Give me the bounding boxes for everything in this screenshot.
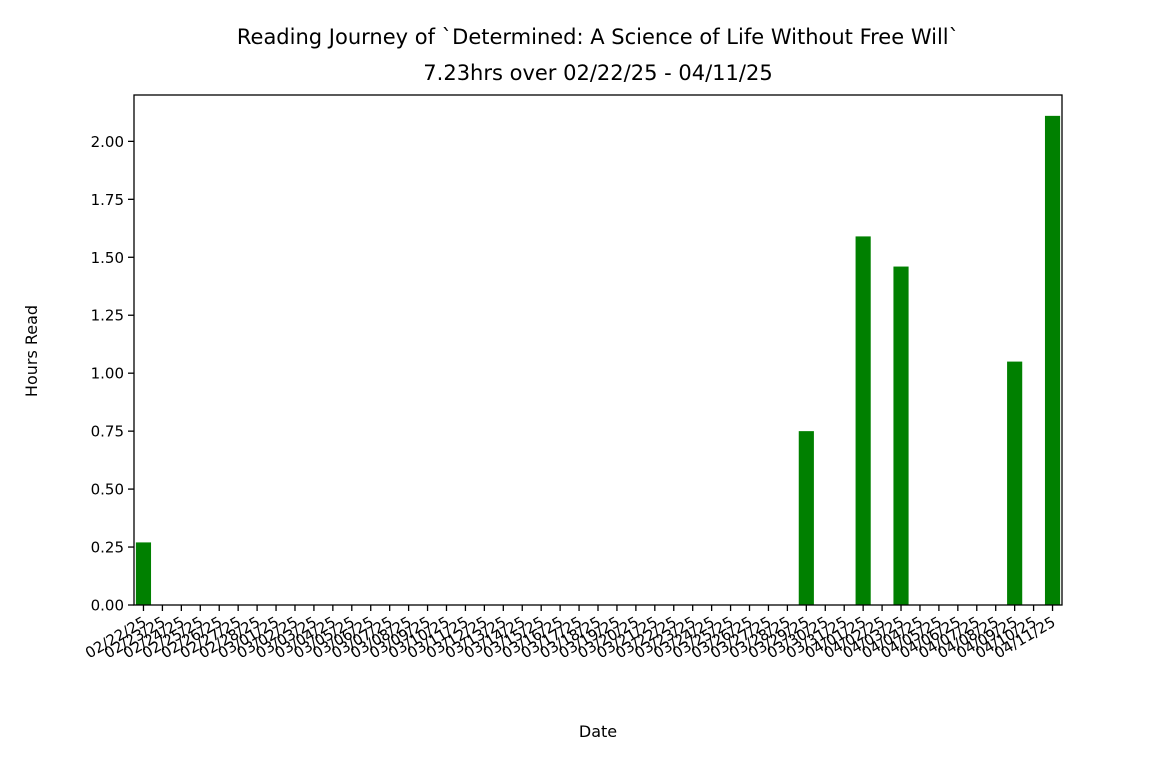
x-axis: 02/22/2502/23/2502/24/2502/25/2502/26/25… bbox=[82, 605, 1059, 662]
y-tick-label: 0.75 bbox=[91, 423, 124, 441]
y-axis: 0.00 0.25 0.50 0.75 1.00 1.25 1.50 1.75 2.00 bbox=[91, 133, 134, 615]
y-axis-label: Hours Read bbox=[22, 305, 41, 397]
bar-04-03-25 bbox=[893, 266, 909, 605]
plot-frame bbox=[133, 94, 1063, 606]
y-tick-label: 2.00 bbox=[91, 133, 124, 151]
y-tick-label: 0.25 bbox=[91, 539, 124, 557]
y-tick-label: 0.00 bbox=[91, 597, 124, 615]
bar-04-01-25 bbox=[855, 236, 871, 605]
chart-title: Reading Journey of `Determined: A Scienc… bbox=[237, 25, 959, 49]
bar-03-29-25 bbox=[798, 431, 814, 605]
y-tick-label: 1.50 bbox=[91, 249, 124, 267]
y-tick-label: 0.50 bbox=[91, 481, 124, 499]
bar-02-22-25 bbox=[135, 542, 152, 605]
bars-layer bbox=[135, 115, 1061, 606]
y-tick-label: 1.75 bbox=[91, 191, 124, 209]
bar-04-09-25 bbox=[1007, 361, 1023, 605]
x-axis-label: Date bbox=[579, 722, 617, 741]
chart-subtitle: 7.23hrs over 02/22/25 - 04/11/25 bbox=[423, 61, 772, 85]
y-tick-label: 1.00 bbox=[91, 365, 124, 383]
bar-04-11-25 bbox=[1044, 115, 1061, 606]
y-tick-label: 1.25 bbox=[91, 307, 124, 325]
